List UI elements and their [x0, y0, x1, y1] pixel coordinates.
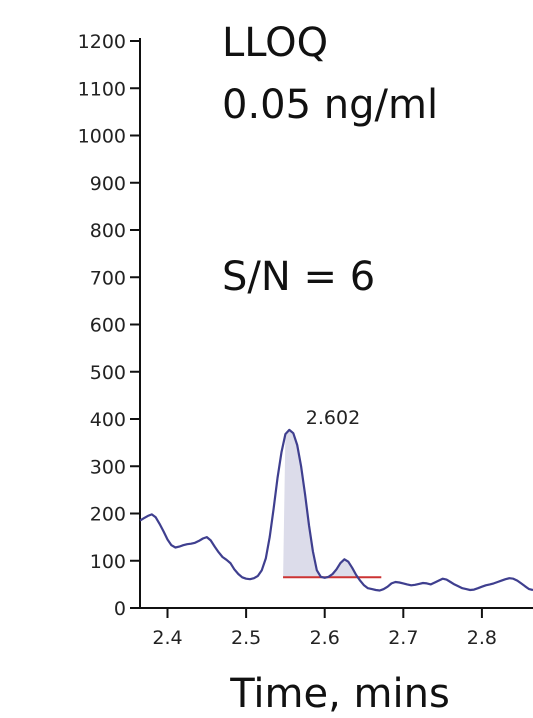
y-tick-label: 400 [90, 409, 126, 431]
x-axis-ticks: 2.4 2.5 2.6 2.7 2.8 [152, 608, 497, 649]
x-tick-label: 2.4 [152, 627, 182, 649]
y-tick-label: 700 [90, 267, 126, 289]
signal-trace-line [139, 428, 533, 592]
y-tick-label: 100 [90, 551, 126, 573]
y-tick-label: 900 [90, 173, 126, 195]
y-tick-label: 0 [114, 598, 126, 620]
x-tick-label: 2.7 [388, 627, 418, 649]
x-tick-label: 2.6 [310, 627, 340, 649]
y-tick-label: 300 [90, 456, 126, 478]
x-axis-title: Time, mins [229, 671, 450, 717]
y-tick-label: 200 [90, 504, 126, 526]
y-tick-label: 500 [90, 362, 126, 384]
peak-area-fill [283, 429, 382, 578]
peak-retention-label: 2.602 [306, 407, 360, 429]
y-tick-label: 1200 [78, 31, 126, 53]
y-tick-label: 1000 [78, 126, 126, 148]
y-tick-label: 800 [90, 220, 126, 242]
annotation-signal-to-noise: S/N = 6 [222, 254, 375, 300]
x-tick-label: 2.5 [231, 627, 261, 649]
x-tick-label: 2.8 [467, 627, 497, 649]
plot-area [139, 428, 533, 592]
annotation-lloq: LLOQ [222, 20, 328, 66]
y-tick-label: 1100 [78, 78, 126, 100]
y-tick-label: 600 [90, 315, 126, 337]
annotation-concentration: 0.05 ng/ml [222, 82, 438, 128]
y-axis-ticks: 0 100 200 300 400 500 600 700 800 900 1000 1100 1200 [78, 31, 140, 620]
